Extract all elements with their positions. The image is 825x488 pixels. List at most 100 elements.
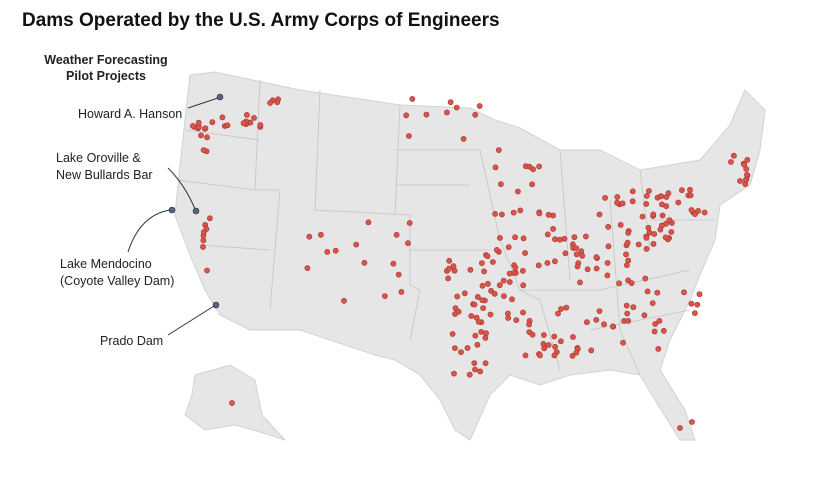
dam-dot (200, 243, 206, 250)
dam-dot (544, 231, 551, 238)
dam-dot (574, 263, 581, 270)
leader-line (187, 97, 219, 109)
dam-dot (658, 193, 665, 200)
dam-dot (623, 251, 629, 258)
dam-dot (596, 211, 603, 218)
dam-dot (267, 100, 273, 106)
dam-dot (541, 332, 547, 338)
dam-dot (624, 239, 631, 246)
dam-dot (423, 111, 430, 118)
dam-dot (558, 306, 564, 312)
dam-dot (451, 345, 458, 351)
dam-dot (476, 103, 483, 109)
dam-dot (688, 207, 695, 213)
pilot-dot (216, 93, 224, 101)
dam-dot (493, 246, 500, 253)
dam-dot (743, 176, 749, 183)
annotation: Lake Oroville & (56, 151, 141, 165)
dam-dot (562, 250, 569, 257)
dam-dot (551, 333, 558, 340)
dam-dot (496, 234, 503, 241)
dam-dot (203, 226, 210, 232)
dam-dot (687, 186, 693, 193)
dam-dot (446, 265, 452, 272)
dam-dot (484, 253, 491, 260)
leader-line (167, 305, 215, 336)
dam-dot (610, 323, 616, 330)
dam-dot (688, 300, 695, 307)
pilot-dot (212, 301, 220, 309)
dam-dot (679, 187, 685, 194)
dam-dot (482, 360, 489, 367)
dam-dot (471, 360, 478, 366)
annotation: Prado Dam (100, 334, 163, 348)
dam-dot (604, 272, 611, 279)
dam-dot (257, 122, 264, 128)
dam-dot (474, 293, 481, 300)
dam-dot (219, 114, 226, 121)
dam-dot (304, 265, 311, 271)
dam-dot (625, 229, 632, 236)
dam-dot (544, 260, 551, 266)
dam-dot (453, 104, 460, 111)
dam-dot (701, 209, 708, 216)
dam-dot (644, 288, 651, 295)
dam-dot (526, 321, 532, 328)
dam-dot (498, 211, 505, 218)
dam-dot (659, 201, 665, 208)
dam-dot (614, 199, 620, 206)
dam-dot (403, 112, 410, 119)
dam-dot (605, 243, 612, 250)
dam-dot (529, 181, 535, 188)
dam-dot (620, 339, 626, 346)
dam-dot (651, 231, 658, 237)
dam-dot (558, 338, 564, 345)
dam-dot (665, 190, 672, 197)
dam-dot (443, 109, 450, 116)
dam-dot (361, 259, 368, 266)
dam-dot (616, 280, 622, 287)
dam-dot (393, 231, 400, 238)
dam-dot (515, 188, 521, 195)
dam-dot (601, 321, 607, 328)
dam-dot (204, 267, 210, 274)
leader-line (127, 209, 171, 253)
dam-dot (639, 213, 646, 220)
dam-dot (535, 262, 542, 269)
dam-dot (495, 147, 502, 153)
dam-dot (573, 349, 580, 356)
dam-dot (578, 248, 585, 255)
dam-dot (569, 352, 576, 359)
dam-dot (731, 152, 737, 159)
dam-dot (583, 233, 589, 240)
dam-dot (579, 252, 586, 259)
dam-dot (341, 297, 347, 304)
dam-dot (204, 134, 210, 141)
dam-dot (446, 257, 453, 264)
dam-dot (491, 290, 498, 297)
dam-dot (624, 310, 631, 317)
dam-dot (552, 236, 558, 243)
dam-dot (650, 211, 657, 218)
dam-dot (240, 120, 247, 127)
dam-dot (483, 330, 489, 337)
dam-dot (668, 229, 675, 235)
dam-dot (306, 233, 313, 240)
dam-dot (517, 207, 524, 214)
dam-dot (492, 164, 499, 171)
title: Dams Operated by the U.S. Army Corps of … (22, 10, 500, 31)
dam-dot (649, 300, 656, 306)
dam-dot (458, 349, 464, 355)
dam-dot (390, 260, 397, 267)
dam-dot (489, 259, 496, 265)
dam-dot (551, 352, 558, 359)
dam-dot (614, 194, 621, 200)
dam-dot (251, 115, 257, 121)
dam-dot (510, 209, 517, 216)
dam-dot (464, 345, 471, 351)
dam-dot (513, 317, 520, 323)
dam-dot (545, 342, 552, 348)
dam-dot (474, 341, 481, 348)
alaska-outline (184, 364, 287, 442)
dam-dot (450, 263, 457, 270)
